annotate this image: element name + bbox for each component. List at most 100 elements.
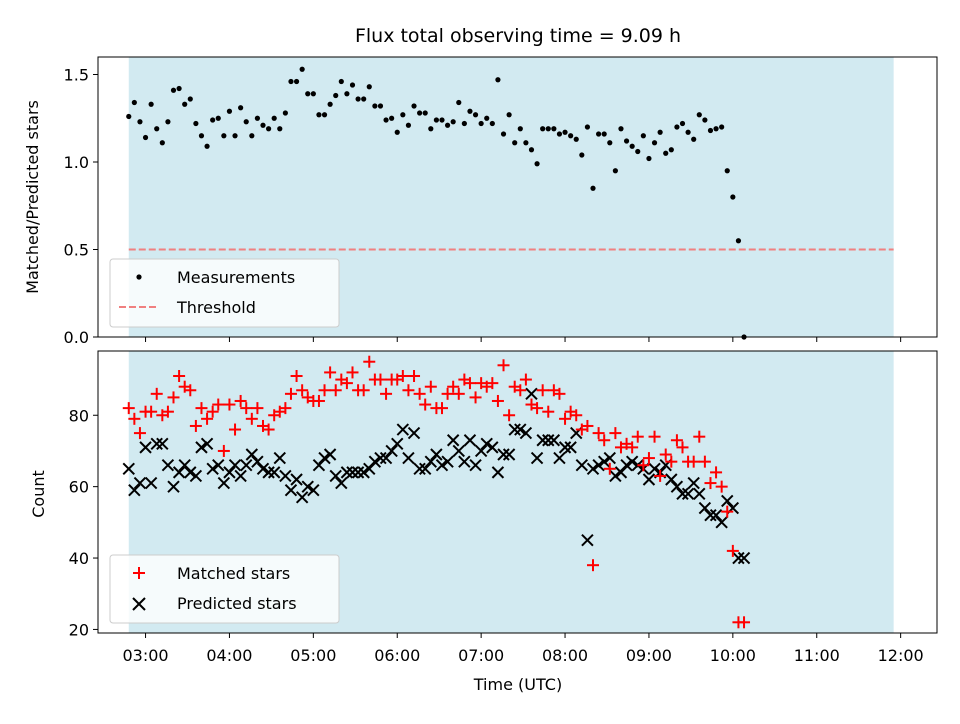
matched-star-point <box>363 355 376 368</box>
predicted-star-point <box>368 455 382 468</box>
measurement-point <box>663 150 669 156</box>
measurement-point <box>226 108 233 114</box>
predicted-star-points <box>122 387 751 565</box>
matched-star-point <box>447 380 460 393</box>
matched-star-point <box>184 384 197 397</box>
x-tick-label: 12:00 <box>878 646 924 665</box>
measurement-point <box>321 112 328 118</box>
ratio-panel-frame <box>97 56 938 338</box>
matched-star-point <box>245 412 258 425</box>
measurement-point <box>657 129 663 135</box>
x-tick-label: 04:00 <box>206 646 252 665</box>
matched-star-point <box>514 384 527 397</box>
count-legend: Matched stars Predicted stars <box>109 554 340 624</box>
matched-star-point <box>631 430 644 443</box>
measurement-point <box>472 112 479 118</box>
measurement-point <box>182 101 188 107</box>
measurement-point <box>556 131 563 137</box>
predicted-star-point <box>402 451 415 465</box>
predicted-star-point <box>407 426 421 440</box>
measurement-point <box>338 78 344 85</box>
measurement-point <box>439 117 445 123</box>
measurement-point <box>467 108 473 114</box>
matched-star-point <box>654 469 667 482</box>
count-x-ticks: 03:00 04:00 05:00 06:00 07:00 08:00 09:00 10:00… <box>122 633 924 665</box>
matched-star-point <box>637 459 650 472</box>
matched-star-point <box>592 427 605 440</box>
measurement-point <box>707 127 714 134</box>
predicted-star-point <box>228 459 242 472</box>
predicted-star-point <box>452 444 465 458</box>
matched-star-point <box>374 373 387 386</box>
measurement-point <box>193 120 199 127</box>
predicted-star-point <box>502 448 516 461</box>
matched-star-point <box>670 434 683 447</box>
matched-star-point <box>609 427 622 440</box>
measurement-point <box>495 77 501 83</box>
measurement-point <box>528 147 535 153</box>
measurement-point <box>433 117 439 123</box>
measurement-point <box>254 115 261 121</box>
matched-star-point <box>212 398 225 411</box>
ratio-y-axis-label: Matched/Predicted stars <box>23 100 42 294</box>
predicted-star-point <box>721 494 734 508</box>
predicted-star-point <box>430 448 443 461</box>
measurement-point <box>293 78 300 85</box>
legend-label-measurements: Measurements <box>177 268 295 287</box>
measurement-point <box>461 120 467 127</box>
predicted-star-point <box>553 451 566 465</box>
matched-star-point <box>687 455 700 468</box>
measurement-point <box>456 99 462 106</box>
measurement-point <box>545 126 551 132</box>
predicted-star-point <box>301 480 314 493</box>
predicted-star-point <box>547 434 561 447</box>
x-tick-label: 11:00 <box>794 646 840 665</box>
measurement-points <box>126 66 747 340</box>
predicted-star-point <box>687 476 700 490</box>
measurement-point <box>377 103 384 109</box>
count-legend-box <box>109 554 340 624</box>
measurement-point <box>679 120 686 127</box>
matched-star-point <box>542 405 555 418</box>
measurement-point <box>568 133 574 139</box>
measurement-point <box>260 122 266 128</box>
predicted-star-point <box>139 441 152 454</box>
x-tick-label: 09:00 <box>626 646 672 665</box>
count-panel-frame <box>97 350 938 634</box>
matched-star-point <box>419 398 432 411</box>
measurement-point <box>607 140 613 146</box>
predicted-star-point <box>446 434 460 447</box>
predicted-star-point <box>251 455 264 468</box>
matched-star-point <box>201 412 214 425</box>
matched-star-point <box>503 409 516 422</box>
measurement-point <box>316 112 322 118</box>
matched-star-point <box>497 359 510 372</box>
measurement-point <box>366 84 372 90</box>
ratio-x-ticks <box>145 337 902 342</box>
measurement-point <box>713 126 719 132</box>
predicted-star-point <box>167 480 180 493</box>
matched-star-point <box>346 366 359 379</box>
measurement-point <box>523 140 529 146</box>
predicted-star-point <box>396 423 410 436</box>
matched-star-point <box>189 419 202 432</box>
predicted-star-point <box>480 437 493 451</box>
legend-marker-measurements <box>136 274 142 280</box>
matched-star-point <box>553 387 566 400</box>
measurement-point <box>735 238 742 244</box>
measurement-point <box>612 168 618 174</box>
predicted-star-point <box>648 462 661 476</box>
ratio-legend-box <box>109 258 340 328</box>
measurement-point <box>131 99 137 106</box>
measurement-point <box>411 103 417 109</box>
ratio-panel: 0.0 0.5 1.0 1.5 Matched/Predicted stars Mea… <box>23 56 938 347</box>
measurement-point <box>562 129 568 135</box>
matched-star-point <box>648 430 661 443</box>
predicted-star-point <box>670 480 684 493</box>
predicted-star-point <box>424 455 438 468</box>
matched-star-point <box>570 409 583 422</box>
predicted-star-point <box>385 444 398 458</box>
predicted-star-point <box>267 466 281 479</box>
measurement-point <box>719 124 725 130</box>
measurement-point <box>584 124 591 130</box>
